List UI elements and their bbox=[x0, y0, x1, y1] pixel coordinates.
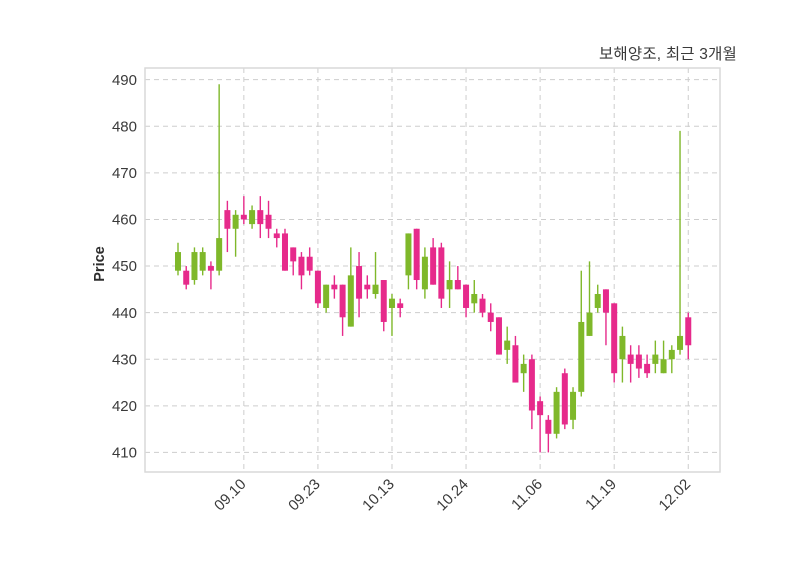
candle-body-up bbox=[553, 391, 560, 434]
candle-body-down bbox=[611, 303, 618, 374]
y-tick-label: 450 bbox=[112, 258, 137, 275]
candle-body-down bbox=[635, 354, 642, 369]
candle-body-down bbox=[430, 247, 437, 285]
candle-body-up bbox=[405, 233, 412, 276]
y-tick-label: 420 bbox=[112, 398, 137, 415]
candle-body-up bbox=[372, 284, 379, 294]
candle-body-up bbox=[175, 252, 181, 271]
candle-body-down bbox=[397, 303, 404, 308]
candle-body-down bbox=[463, 284, 470, 308]
candle-body-up bbox=[191, 252, 198, 281]
candle-body-down bbox=[290, 247, 297, 262]
candle-body-down bbox=[281, 233, 288, 271]
candle-body-up bbox=[199, 252, 206, 271]
candle-body-down bbox=[207, 266, 214, 271]
plot-border bbox=[144, 67, 721, 473]
x-tick-label: 10.24 bbox=[433, 476, 472, 515]
candle-body-up bbox=[668, 349, 675, 360]
x-tick-label: 11.19 bbox=[582, 476, 620, 514]
candle-body-down bbox=[454, 280, 461, 290]
x-tick-label: 12.02 bbox=[656, 476, 695, 515]
y-tick-label: 470 bbox=[112, 165, 137, 182]
candle-body-down bbox=[380, 280, 387, 322]
candle-body-down bbox=[479, 298, 486, 313]
candle-body-down bbox=[298, 256, 305, 276]
candle-body-down bbox=[224, 210, 231, 229]
y-tick-label: 480 bbox=[112, 118, 137, 135]
candle-body-up bbox=[520, 363, 527, 374]
candle-body-down bbox=[537, 401, 544, 416]
candle-body-down bbox=[602, 289, 609, 313]
candle-body-up bbox=[586, 312, 593, 336]
candle-body-up bbox=[570, 391, 577, 420]
y-axis-label: Price bbox=[92, 246, 108, 282]
candle-body-up bbox=[652, 354, 659, 364]
candle-body-up bbox=[388, 298, 395, 308]
candle-body-down bbox=[487, 312, 494, 322]
candle-body-down bbox=[364, 284, 371, 290]
candle-body-up bbox=[249, 210, 256, 225]
candle-body-up bbox=[660, 359, 667, 374]
candle-body-up bbox=[504, 340, 511, 350]
y-tick-label: 430 bbox=[112, 351, 137, 368]
candle-body-up bbox=[347, 275, 354, 327]
candle-body-down bbox=[413, 228, 420, 281]
candle-body-up bbox=[677, 335, 684, 350]
candle-body-down bbox=[306, 256, 313, 271]
candle-body-down bbox=[627, 354, 634, 364]
candle-body-down bbox=[314, 270, 321, 304]
candle-body-up bbox=[232, 214, 239, 229]
candle-body-up bbox=[578, 321, 585, 392]
candle-body-down bbox=[545, 419, 552, 434]
candle-body-down bbox=[644, 363, 651, 374]
y-tick-label: 490 bbox=[112, 72, 137, 89]
x-tick-label: 09.23 bbox=[285, 476, 324, 515]
candle-body-down bbox=[331, 284, 338, 290]
candle-body-up bbox=[323, 284, 330, 308]
candle-body-down bbox=[356, 266, 363, 299]
candle-body-up bbox=[471, 293, 478, 304]
candle-body-down bbox=[528, 359, 535, 411]
candle-body-down bbox=[685, 317, 692, 346]
chart-title: 보해양조, 최근 3개월 bbox=[598, 46, 737, 63]
x-tick-label: 11.06 bbox=[508, 476, 546, 514]
candle-body-up bbox=[619, 335, 626, 360]
candle-body-down bbox=[561, 373, 568, 425]
candle-body-down bbox=[512, 345, 519, 383]
candle-body-up bbox=[594, 293, 601, 308]
candle-body-down bbox=[495, 317, 502, 355]
candle-body-up bbox=[421, 256, 428, 290]
candle-body-down bbox=[265, 214, 272, 229]
candle-body-down bbox=[240, 214, 247, 220]
candle-body-up bbox=[446, 280, 453, 290]
candle-body-down bbox=[183, 270, 190, 285]
y-tick-label: 440 bbox=[112, 305, 137, 322]
candle-body-up bbox=[216, 238, 223, 271]
y-tick-label: 460 bbox=[112, 212, 137, 229]
candle-body-down bbox=[339, 284, 346, 318]
candle-body-down bbox=[273, 233, 280, 239]
x-tick-label: 10.13 bbox=[359, 476, 398, 515]
candle-body-down bbox=[438, 247, 445, 299]
candle-body-down bbox=[257, 210, 264, 225]
x-tick-label: 09.10 bbox=[211, 476, 250, 515]
y-tick-label: 410 bbox=[112, 445, 137, 462]
